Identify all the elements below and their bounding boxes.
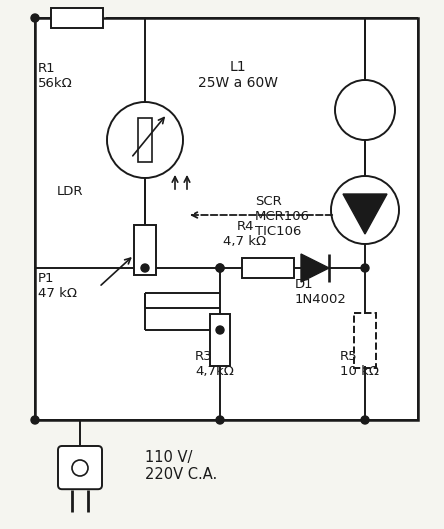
Polygon shape bbox=[301, 254, 329, 282]
Text: LDR: LDR bbox=[57, 185, 83, 198]
Bar bbox=[138, 118, 152, 162]
Bar bbox=[134, 225, 156, 275]
Text: L1
25W a 60W: L1 25W a 60W bbox=[198, 60, 278, 90]
Text: D1
1N4002: D1 1N4002 bbox=[295, 278, 347, 306]
Polygon shape bbox=[343, 194, 387, 234]
Bar bbox=[354, 313, 376, 368]
Circle shape bbox=[216, 264, 224, 272]
Text: R4
4,7 kΩ: R4 4,7 kΩ bbox=[223, 220, 266, 248]
Circle shape bbox=[31, 14, 39, 22]
Text: SCR
MCR106
TIC106: SCR MCR106 TIC106 bbox=[255, 195, 310, 238]
FancyBboxPatch shape bbox=[58, 446, 102, 489]
Bar bbox=[51, 8, 103, 28]
Circle shape bbox=[107, 102, 183, 178]
Bar bbox=[210, 314, 230, 366]
Circle shape bbox=[361, 416, 369, 424]
Circle shape bbox=[331, 176, 399, 244]
Bar bbox=[35, 18, 418, 420]
Text: R5
10 kΩ: R5 10 kΩ bbox=[340, 350, 379, 378]
Bar bbox=[242, 258, 294, 278]
Text: 110 V/
220V C.A.: 110 V/ 220V C.A. bbox=[145, 450, 217, 482]
Circle shape bbox=[216, 326, 224, 334]
Circle shape bbox=[141, 264, 149, 272]
Circle shape bbox=[216, 416, 224, 424]
Circle shape bbox=[31, 416, 39, 424]
Text: R1
56kΩ: R1 56kΩ bbox=[38, 62, 73, 90]
Circle shape bbox=[216, 264, 224, 272]
Circle shape bbox=[361, 264, 369, 272]
Circle shape bbox=[335, 80, 395, 140]
Text: R3
4,7kΩ: R3 4,7kΩ bbox=[195, 350, 234, 378]
Text: P1
47 kΩ: P1 47 kΩ bbox=[38, 272, 77, 300]
